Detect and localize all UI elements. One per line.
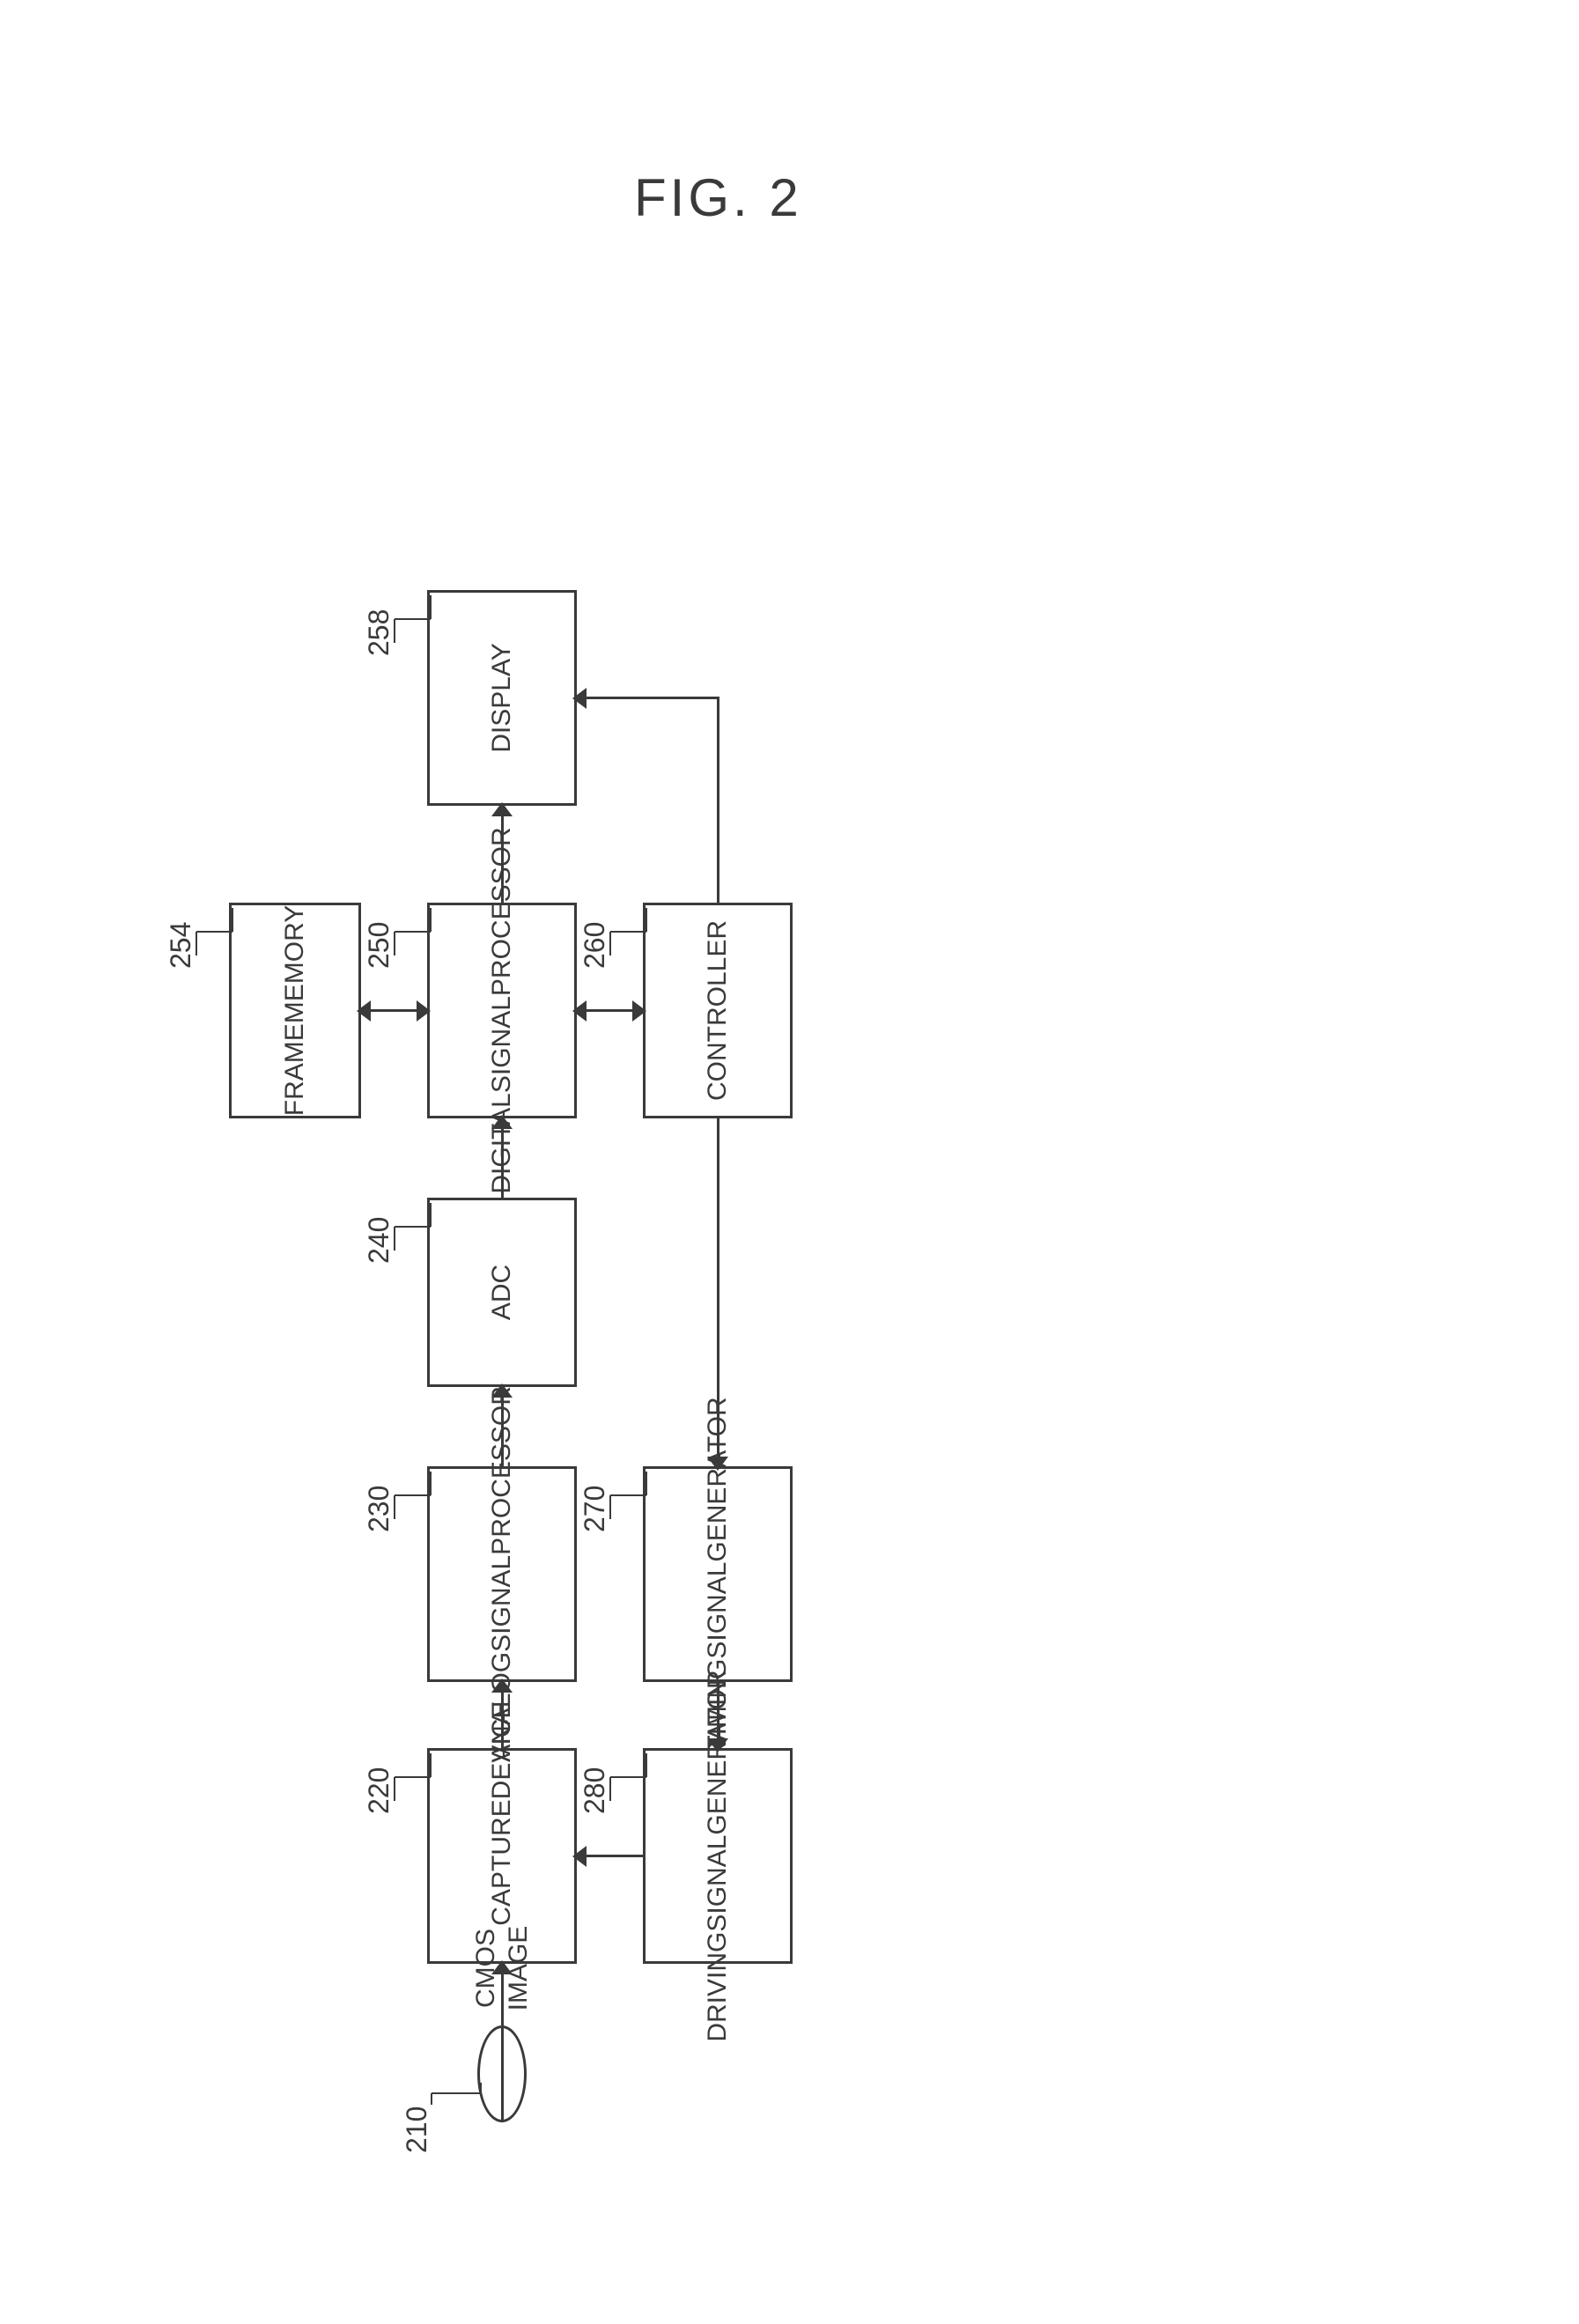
block-driving: DRIVINGSIGNALGENERATOR	[643, 1748, 793, 1964]
arrow-head	[491, 802, 513, 816]
block-label-line: SIGNAL	[485, 1555, 519, 1652]
block-label-line: CONTROLLER	[701, 920, 734, 1101]
lens-axis	[501, 2025, 504, 2122]
arrow-head	[357, 1000, 371, 1022]
ref-leader	[196, 932, 197, 955]
ref-leader	[394, 932, 395, 955]
arrow-head	[707, 1738, 728, 1752]
block-label-line: SIGNAL	[485, 996, 519, 1093]
ref-leader	[395, 618, 431, 620]
edge	[501, 1387, 504, 1466]
ref-258: 258	[363, 609, 395, 656]
ref-leader	[394, 1777, 395, 1801]
ref-leader	[395, 931, 431, 933]
edge	[577, 697, 718, 700]
ref-leader	[394, 1227, 395, 1251]
block-dsp: DIGITALSIGNALPROCESSOR	[427, 903, 577, 1118]
ref-leader	[394, 619, 395, 643]
arrow-head	[572, 1000, 587, 1022]
ref-leader	[610, 931, 646, 933]
ref-230: 230	[363, 1486, 395, 1532]
block-timing: TIMINGSIGNALGENERATOR	[643, 1466, 793, 1682]
ref-leader	[430, 595, 432, 619]
ref-254: 254	[165, 922, 197, 969]
arrow-head	[707, 1457, 728, 1471]
block-label-line: MEMORY	[278, 905, 312, 1023]
ref-leader	[394, 1495, 395, 1519]
edge	[501, 806, 504, 903]
arrow-head	[491, 1960, 513, 1974]
ref-leader	[646, 1753, 647, 1777]
ref-240: 240	[363, 1217, 395, 1264]
edge	[501, 1118, 504, 1198]
edge	[577, 1856, 643, 1858]
ref-leader	[646, 908, 647, 932]
ref-leader	[395, 1226, 431, 1228]
block-label-line: SIGNAL	[701, 1835, 734, 1932]
ref-leader	[432, 2093, 481, 2095]
arrow-head	[491, 1115, 513, 1129]
ref-leader	[395, 1494, 431, 1496]
ref-260: 260	[579, 922, 611, 969]
ref-leader	[610, 1494, 646, 1496]
ref-leader	[395, 1776, 431, 1778]
ref-leader	[480, 2083, 482, 2094]
ref-leader	[430, 1203, 432, 1227]
block-fmem: FRAMEMEMORY	[229, 903, 361, 1118]
ref-leader	[232, 908, 233, 932]
block-adc: ADC	[427, 1198, 577, 1387]
ref-leader	[609, 1777, 611, 1801]
block-label-line: SIGNAL	[701, 1562, 734, 1659]
ref-leader	[430, 1472, 432, 1495]
arrow-head	[417, 1000, 431, 1022]
ref-210: 210	[401, 2106, 433, 2153]
ref-leader	[610, 1776, 646, 1778]
block-label-line: FRAME	[278, 1023, 312, 1116]
arrow-head	[632, 1000, 646, 1022]
ref-leader	[609, 1495, 611, 1519]
edge	[717, 697, 719, 904]
ref-270: 270	[579, 1486, 611, 1532]
block-display: DISPLAY	[427, 590, 577, 806]
ref-250: 250	[363, 922, 395, 969]
block-label-line: CAPTURE	[485, 1799, 519, 1925]
ref-leader	[430, 908, 432, 932]
ref-leader	[646, 1472, 647, 1495]
block-controller: CONTROLLER	[643, 903, 793, 1118]
block-asp: ANALOGSIGNALPROCESSOR	[427, 1466, 577, 1682]
arrow-head	[491, 1678, 513, 1693]
ref-leader	[196, 931, 232, 933]
block-label-line: DRIVING	[701, 1932, 734, 2042]
ref-leader	[431, 2094, 432, 2106]
ref-leader	[609, 932, 611, 955]
ref-220: 220	[363, 1767, 395, 1814]
ref-280: 280	[579, 1767, 611, 1814]
block-cmos: CMOS IMAGECAPTUREDEVICE	[427, 1748, 577, 1964]
figure-title: FIG. 2	[634, 167, 802, 228]
arrow-head	[572, 1846, 587, 1867]
block-label-line: ADC	[485, 1265, 519, 1320]
block-label-line: DISPLAY	[485, 643, 519, 753]
edge	[717, 1118, 719, 1466]
arrow-head	[491, 1383, 513, 1398]
ref-leader	[430, 1753, 432, 1777]
arrow-head	[572, 688, 587, 709]
